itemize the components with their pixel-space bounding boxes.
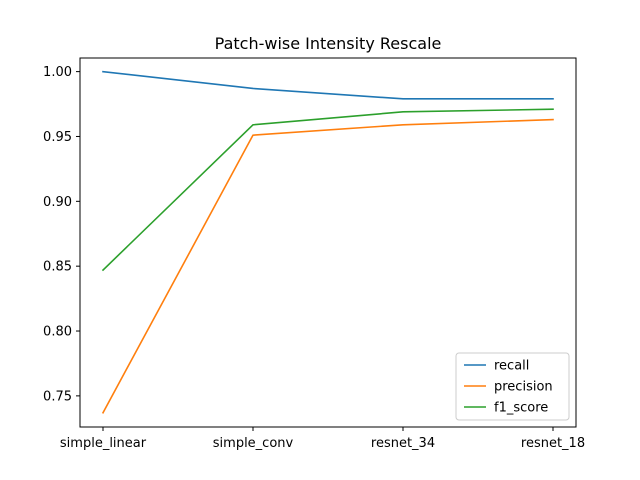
legend-label-recall: recall: [494, 359, 529, 374]
x-tick-label: resnet_18: [521, 436, 585, 451]
plot-area: 0.75 0.80 0.85 0.90 0.95 1.00 simple_linear sim…: [43, 57, 585, 451]
x-tick-label: simple_conv: [213, 436, 294, 451]
legend: recall precision f1_score: [455, 352, 570, 421]
x-tick-label: simple_linear: [60, 436, 147, 451]
axes-frame: [79, 57, 577, 428]
y-tick-label: 0.75: [43, 389, 72, 404]
y-tick-label: 0.85: [43, 260, 72, 275]
legend-label-precision: precision: [494, 380, 553, 395]
series-line-recall: [102, 70, 554, 100]
series-line-precision: [101, 118, 554, 414]
legend-label-f1_score: f1_score: [494, 401, 548, 416]
series-line-f1_score: [101, 108, 554, 272]
legend-box: [455, 352, 570, 421]
y-tick-label: 0.95: [43, 130, 72, 145]
y-tick-label: 1.00: [43, 65, 72, 80]
chart-title: Patch-wise Intensity Rescale: [215, 34, 442, 53]
y-tick-label: 0.90: [43, 195, 72, 210]
y-tick-label: 0.80: [43, 325, 72, 340]
x-tick-label: resnet_34: [371, 436, 435, 451]
